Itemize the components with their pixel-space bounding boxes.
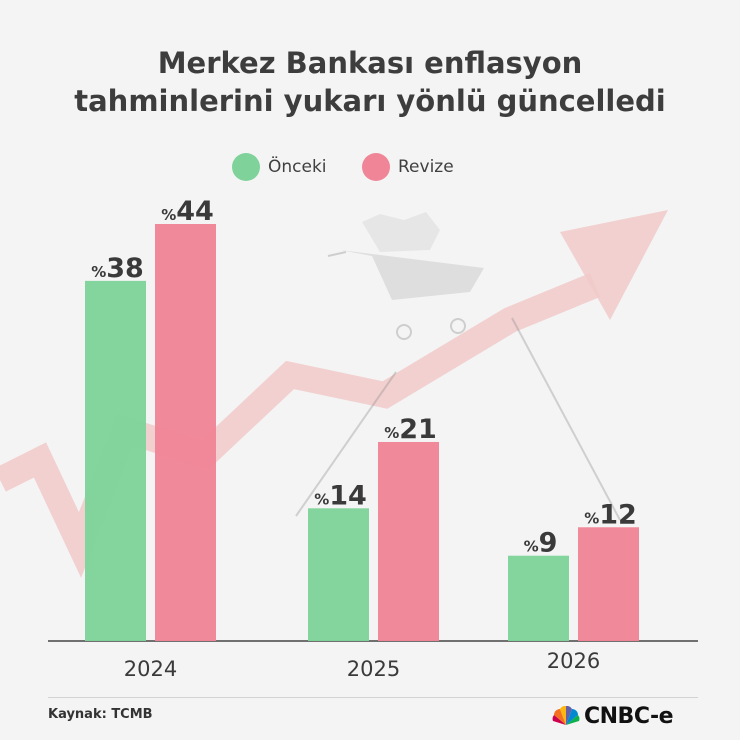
x-tick-label-2025: 2025 bbox=[347, 657, 400, 681]
peacock-icon bbox=[552, 706, 580, 725]
value-label-onceki-2024: %38 bbox=[91, 253, 144, 284]
legend-label-revize: Revize bbox=[398, 157, 454, 177]
bar-onceki-2024 bbox=[85, 280, 146, 641]
x-tick-label-2024: 2024 bbox=[124, 657, 177, 681]
plot-area: %38 %44 2024 %14 %21 2025 %9 %12 2026 bbox=[48, 196, 698, 681]
value-label-onceki-2026: %9 bbox=[524, 528, 558, 559]
brand-logo: CNBC-e bbox=[552, 702, 674, 730]
value-label-revize-2026: %12 bbox=[584, 499, 637, 530]
bar-revize-2025 bbox=[378, 441, 439, 641]
legend-item-revize: Revize bbox=[362, 150, 454, 184]
bar-chart: %38 %44 2024 %14 %21 2025 %9 %12 2026 bbox=[0, 196, 698, 681]
legend-swatch-revize bbox=[362, 153, 390, 181]
chart-title-line-1: Merkez Bankası enflasyon bbox=[157, 46, 583, 80]
bar-revize-2026 bbox=[578, 527, 639, 641]
bar-revize-2024 bbox=[155, 224, 216, 641]
legend: Önceki Revize bbox=[0, 150, 740, 184]
x-tick-label-2026: 2026 bbox=[547, 649, 600, 673]
chart-title-line-2: tahminlerini yukarı yönlü güncelledi bbox=[74, 84, 666, 118]
legend-label-onceki: Önceki bbox=[268, 157, 327, 177]
bar-onceki-2025 bbox=[308, 508, 369, 641]
value-label-revize-2024: %44 bbox=[161, 196, 214, 227]
value-label-onceki-2025: %14 bbox=[314, 480, 367, 511]
chart-title: Merkez Bankası enflasyon tahminlerini yu… bbox=[0, 44, 740, 120]
bar-onceki-2026 bbox=[508, 555, 569, 641]
legend-item-onceki: Önceki bbox=[232, 150, 327, 184]
value-label-revize-2025: %21 bbox=[384, 414, 437, 445]
source-note: Kaynak: TCMB bbox=[48, 707, 153, 722]
footer-divider bbox=[48, 697, 698, 698]
legend-swatch-onceki bbox=[232, 153, 260, 181]
brand-text: CNBC-e bbox=[584, 703, 674, 729]
